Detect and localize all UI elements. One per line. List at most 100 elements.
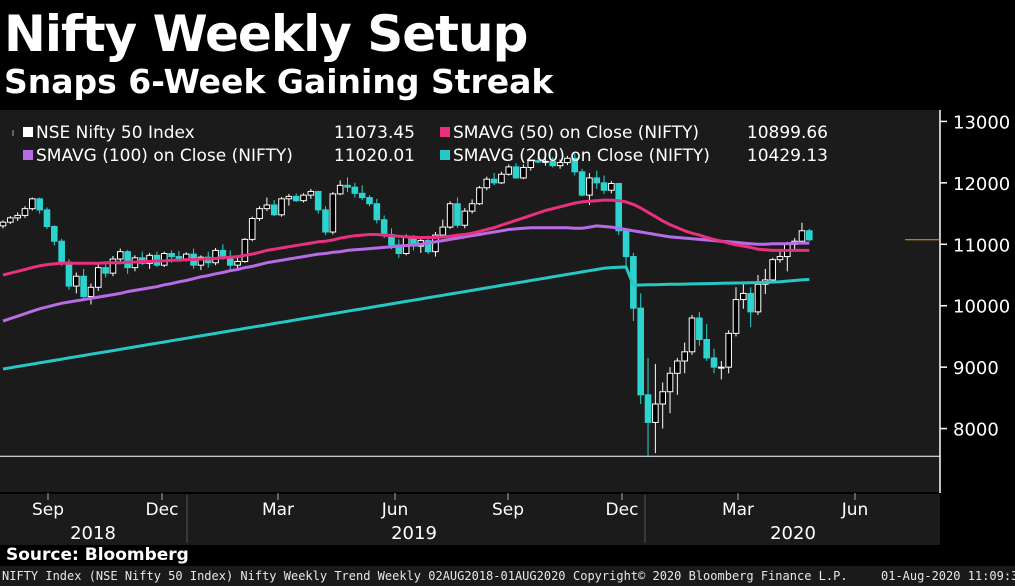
- candle-up: [285, 195, 293, 200]
- candle-up: [439, 226, 447, 236]
- candle-up: [564, 157, 571, 164]
- candle-up: [798, 230, 806, 242]
- x-month-label: Sep: [32, 500, 64, 520]
- candle-up: [21, 208, 29, 216]
- y-tick-label: 11000: [953, 235, 1010, 256]
- candle-down: [600, 182, 608, 191]
- candle-up: [468, 203, 476, 212]
- candle-down: [644, 394, 652, 423]
- candle-down: [124, 251, 131, 269]
- moving-averages-group: [2, 198, 810, 371]
- candle-up: [674, 360, 681, 374]
- candle-down: [36, 198, 43, 211]
- candle-up: [556, 162, 564, 167]
- candle-up: [527, 160, 535, 169]
- candle-up: [586, 177, 593, 196]
- candle-up: [300, 194, 307, 202]
- candle-down: [549, 160, 557, 167]
- candle-up: [241, 238, 249, 262]
- candle-up: [256, 208, 263, 219]
- candle-up: [520, 167, 527, 179]
- x-month-label: Jun: [841, 500, 869, 520]
- candle-down: [358, 192, 366, 199]
- candle-up: [234, 260, 241, 266]
- legend-label: SMAVG (200) on Close (NIFTY): [453, 146, 710, 166]
- legend-swatch: [440, 127, 450, 137]
- candle-up: [248, 217, 256, 240]
- candle-up: [505, 166, 513, 175]
- candle-up: [87, 286, 95, 298]
- candle-up: [725, 332, 732, 368]
- footer-security-info: NIFTY Index (NSE Nifty 50 Index) Nifty W…: [2, 569, 566, 583]
- candle-up: [652, 403, 659, 423]
- candle-down: [219, 249, 227, 258]
- candle-up: [608, 182, 615, 191]
- candle-down: [806, 230, 813, 241]
- candle-down: [351, 186, 359, 194]
- candle-down: [322, 209, 329, 233]
- page-title: Nifty Weekly Setup: [4, 5, 528, 63]
- legend-value: 10899.66: [747, 123, 828, 143]
- legend-value: 11020.01: [334, 146, 415, 166]
- candle-down: [534, 160, 542, 163]
- candle-up: [732, 299, 740, 334]
- x-month-label: Sep: [492, 500, 524, 520]
- legend-swatch: [23, 150, 33, 160]
- candle-up: [278, 198, 285, 216]
- candle-down: [615, 182, 623, 232]
- candle-up: [109, 258, 117, 274]
- x-year-label: 2018: [70, 523, 116, 544]
- candle-up: [29, 198, 36, 210]
- candle-up: [94, 267, 102, 288]
- candle-up: [776, 256, 784, 261]
- y-axis-ticks: 8000 9000 10000 11000 12000 13000: [940, 112, 1010, 441]
- candle-down: [270, 204, 278, 216]
- y-tick-label: 13000: [953, 112, 1010, 133]
- candle-down: [314, 190, 322, 211]
- legend-label: SMAVG (100) on Close (NIFTY): [36, 146, 293, 166]
- candle-up: [476, 187, 483, 205]
- candle-down: [512, 166, 520, 179]
- candle-up: [446, 203, 454, 228]
- candle-up: [769, 259, 776, 281]
- page-subtitle: Snaps 6-Week Gaining Streak: [4, 62, 554, 101]
- sma100-line: [2, 224, 810, 323]
- x-month-label: Mar: [262, 500, 294, 520]
- candle-up: [7, 217, 14, 223]
- candle-up: [307, 190, 315, 196]
- candle-up: [483, 178, 491, 189]
- candle-up: [659, 391, 667, 405]
- y-tick-label: 8000: [953, 420, 999, 441]
- candle-up: [329, 193, 337, 233]
- candle-down: [80, 275, 87, 298]
- candle-down: [168, 253, 175, 258]
- candle-down: [490, 178, 498, 184]
- candle-up: [666, 372, 674, 393]
- candle-down: [696, 317, 703, 340]
- candle-down: [424, 240, 432, 253]
- candle-down: [292, 195, 300, 202]
- legend-swatch: [440, 150, 450, 160]
- candle-down: [622, 230, 630, 258]
- candle-up: [542, 160, 549, 163]
- candle-up: [197, 256, 205, 266]
- candle-down: [454, 203, 461, 226]
- candle-down: [578, 171, 586, 196]
- x-year-label: 2019: [391, 523, 437, 544]
- legend-label: NSE Nifty 50 Index: [36, 123, 195, 143]
- footer-bar: NIFTY Index (NSE Nifty 50 Index) Nifty W…: [0, 566, 1015, 586]
- candle-down: [344, 184, 351, 188]
- x-year-label: 2020: [770, 523, 816, 544]
- candle-down: [380, 219, 388, 235]
- candle-up: [688, 317, 696, 353]
- footer-timestamp: 01-Aug-2020 11:09:31: [881, 569, 1015, 583]
- candle-up: [0, 221, 7, 227]
- footer-copyright: Copyright© 2020 Bloomberg Finance L.P.: [573, 569, 848, 583]
- y-tick-label: 12000: [953, 174, 1010, 195]
- candle-up: [263, 204, 271, 210]
- candle-down: [51, 225, 58, 242]
- candle-down: [58, 240, 65, 263]
- candle-up: [73, 275, 80, 287]
- y-tick-label: 9000: [953, 358, 999, 379]
- legend-swatch: [23, 127, 33, 137]
